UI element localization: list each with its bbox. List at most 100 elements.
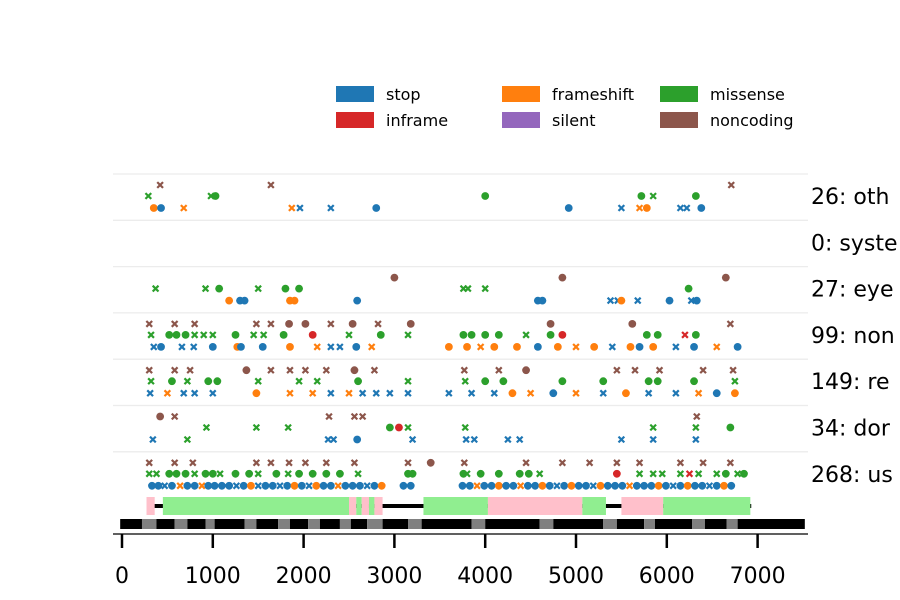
mutation-dot-frameshift [494,481,503,490]
exon-segment [471,519,486,529]
mutation-cross-noncoding [693,412,701,421]
mutation-dot-missense [690,377,698,386]
mutation-dot-stop [157,204,165,212]
mutation-cross-missense [145,470,153,478]
mutation-cross-missense [151,284,160,293]
mutation-cross-missense [284,470,292,478]
mutation-dot-frameshift [590,343,599,351]
exon-segment [214,519,245,529]
mutation-cross-stop [209,389,217,397]
mutation-cross-frameshift [345,389,353,397]
mutation-cross-missense [313,377,321,385]
mutation-cross-noncoding [322,366,330,374]
mutation-dot-missense [231,331,240,339]
mutation-dot-stop [399,481,408,490]
mutation-cross-frameshift [473,482,481,490]
mutation-cross-stop [327,204,335,212]
mutation-dot-frameshift [553,343,562,351]
exon-segment [737,519,805,529]
exon-segment [382,519,409,529]
mutation-dot-frameshift [654,481,663,490]
mutation-dot-noncoding [156,412,165,421]
legend-label-noncoding: noncoding [710,111,794,130]
protein-domain [487,497,583,515]
mutation-dot-stop [698,481,707,490]
mutation-cross-missense [216,470,224,478]
mutation-dot-frameshift [149,204,158,212]
mutation-dot-stop [618,481,627,490]
mutation-dot-missense [691,331,700,339]
exon-segment [141,519,157,529]
mutation-cross-stop [160,482,169,490]
mutation-dot-missense [295,284,303,293]
mutation-cross-noncoding [729,366,737,374]
mutation-cross-stop [669,482,677,490]
mutation-cross-noncoding [267,320,275,328]
mutation-dot-frameshift [720,481,728,490]
mutation-dot-missense [181,331,190,339]
legend-swatch-stop [336,86,374,102]
mutation-cross-missense [676,470,685,478]
row-label: 26: oth [811,185,889,210]
mutation-dot-noncoding [721,273,730,282]
mutation-cross-noncoding [285,459,293,467]
mutation-dot-missense [481,331,490,339]
x-tick-label: 0 [115,564,129,589]
exon-segment [644,519,655,529]
mutation-dot-missense [245,469,254,478]
exon-segment [308,519,320,529]
mutation-cross-stop [490,389,498,397]
mutation-dot-inframe [308,331,317,339]
mutation-cross-missense [183,435,192,444]
mutation-dot-stop [268,481,277,490]
mutation-cross-stop [372,389,380,397]
mutation-cross-frameshift [180,204,188,212]
mutation-cross-noncoding [325,412,333,421]
mutation-cross-stop [692,435,700,444]
mutation-dot-stop [355,481,364,490]
x-tick-label: 2000 [276,564,332,589]
legend-label-silent: silent [552,111,595,130]
mutation-dot-stop [712,481,721,490]
exon-segment [350,519,368,529]
mutation-dot-stop [168,481,176,490]
mutation-cross-noncoding [189,459,197,467]
mutation-dot-missense [385,423,394,432]
mutation-cross-stop [644,389,653,397]
mutation-cross-stop [589,482,597,490]
mutation-cross-stop [504,435,512,444]
mutation-dot-stop [465,481,474,490]
mutation-cross-noncoding [522,459,530,467]
mutation-dot-stop [697,204,706,212]
mutation-dot-missense [165,469,174,478]
mutation-dot-frameshift [538,481,547,490]
mutation-dot-frameshift [617,296,626,305]
mutation-dot-missense [272,469,281,478]
mutation-cross-stop [516,435,524,444]
mutation-cross-missense [152,470,161,478]
mutation-cross-noncoding [145,366,153,374]
mutation-cross-frameshift [635,204,644,212]
mutation-cross-noncoding [585,459,594,467]
protein-domain [361,497,369,515]
mutation-dot-stop [480,481,489,490]
mutation-cross-stop [190,343,198,351]
mutation-dot-stop [353,296,362,305]
mutation-dot-stop [733,343,742,351]
mutation-cross-stop [358,389,367,397]
mutation-cross-missense [147,331,155,339]
mutation-dot-stop [564,204,573,212]
mutation-cross-noncoding [252,320,261,328]
mutation-dot-frameshift [225,296,234,305]
mutation-cross-missense [249,331,258,339]
mutation-dot-missense [476,469,485,478]
exon-segment [603,519,617,529]
mutation-cross-noncoding [252,459,261,467]
mutation-cross-missense [649,423,657,432]
mutation-cross-stop [408,435,417,444]
mutation-cross-stop [445,389,453,397]
mutation-dot-noncoding [522,366,530,375]
mutation-cross-missense [713,470,721,478]
mutation-dot-stop [283,481,292,490]
